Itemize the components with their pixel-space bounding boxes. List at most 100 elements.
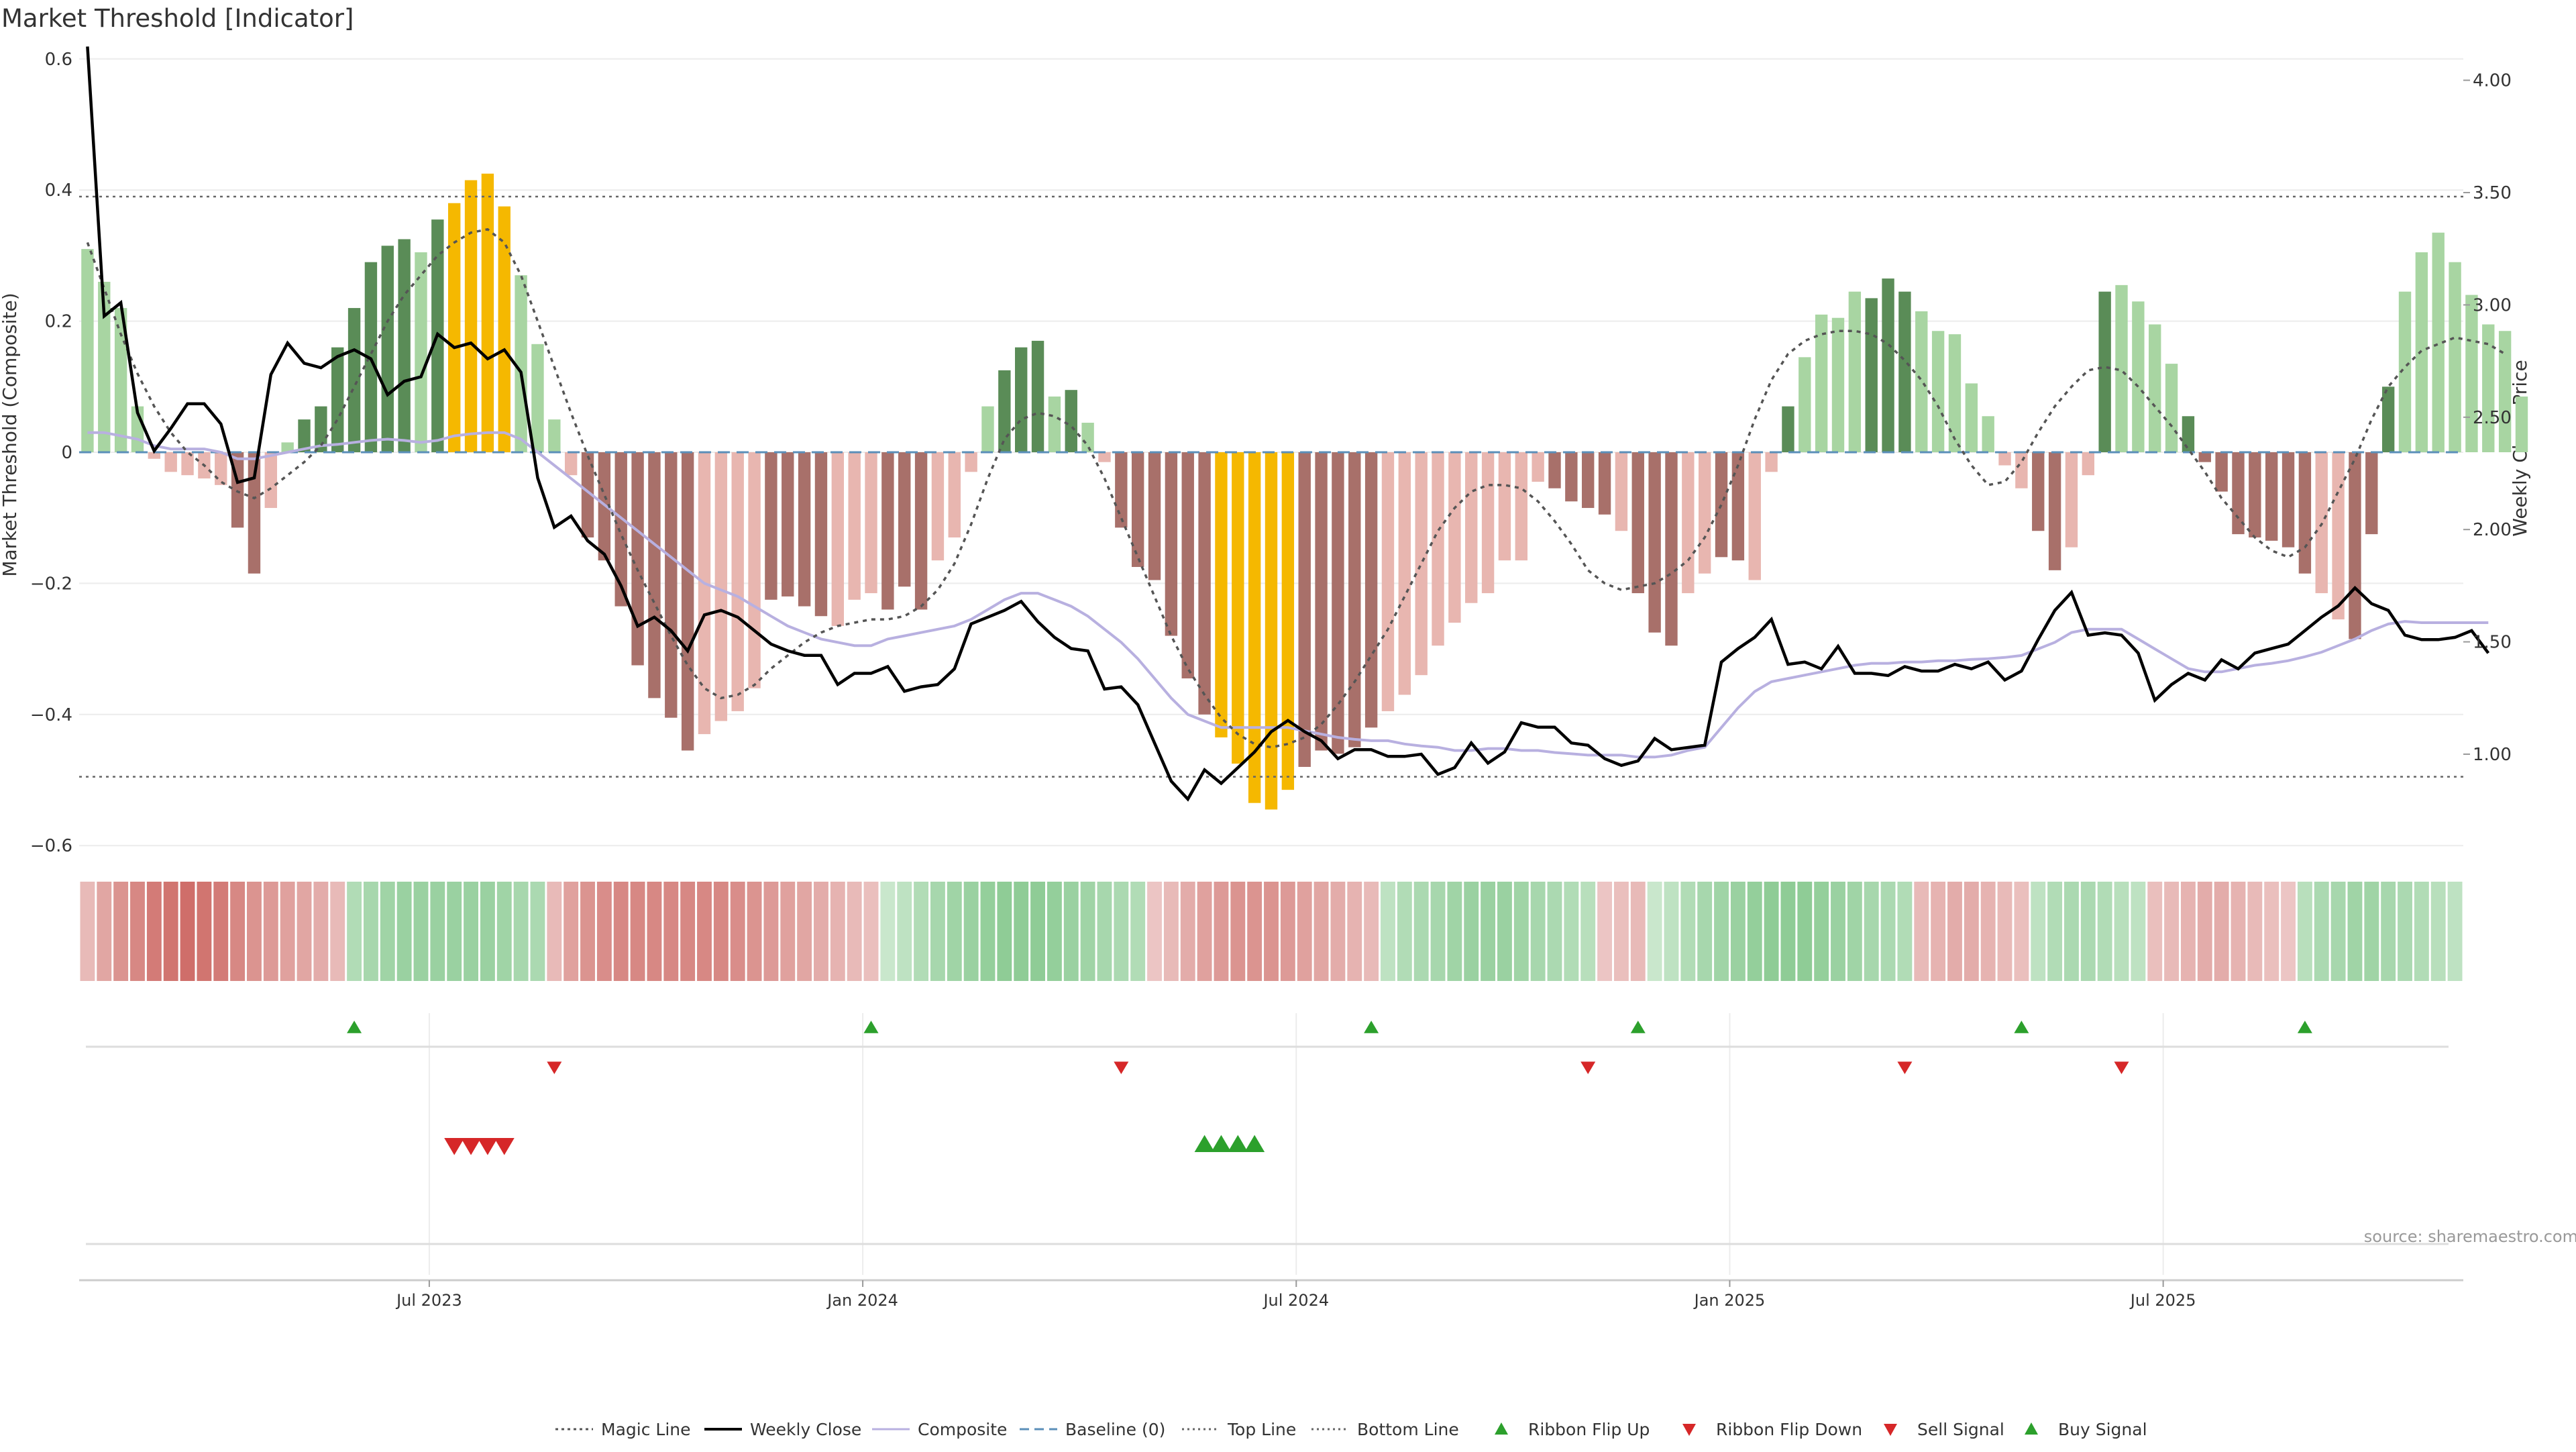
histogram-bar (2165, 364, 2178, 452)
histogram-bar (347, 308, 361, 452)
weekly-close-line (86, 46, 2490, 802)
histogram-bar (1415, 452, 1428, 676)
histogram-bar (2349, 452, 2361, 639)
ribbon-cell (713, 882, 729, 981)
right-tick-label: 4.00 (2473, 71, 2512, 91)
ribbon-cell (2097, 882, 2112, 981)
histogram-bar (2482, 324, 2495, 452)
ribbon-cell (1464, 882, 1479, 981)
histogram-bar (398, 239, 411, 452)
histogram-bar (848, 452, 861, 600)
ribbon-flip-up-marker (863, 1021, 879, 1033)
ribbon-cell (1880, 882, 1896, 981)
ribbon-cell (1847, 882, 1862, 981)
ribbon-cell (297, 882, 312, 981)
ribbon-cell (513, 882, 529, 981)
histogram-bar (1081, 423, 1094, 452)
ribbon-cell (1097, 882, 1112, 981)
ribbon-cell (1647, 882, 1662, 981)
ribbon-cell (930, 882, 945, 981)
histogram-bar (782, 452, 794, 597)
ribbon-cell (396, 882, 412, 981)
sell-signal-marker (444, 1138, 465, 1155)
histogram-bar (1131, 452, 1144, 567)
right-tick-label: 3.50 (2473, 183, 2512, 203)
ribbon-cell (980, 882, 996, 981)
histogram-bar (2432, 232, 2445, 452)
ribbon-cell (1481, 882, 1496, 981)
ribbon-cell (1381, 882, 1395, 981)
histogram-bar (1948, 334, 1962, 452)
ribbon-cell (830, 882, 845, 981)
histogram-bar (2465, 295, 2478, 452)
histogram-bar (1098, 452, 1111, 462)
histogram-bar (965, 452, 977, 472)
ribbon-cell (1547, 882, 1562, 981)
legend-swatch-marker (2025, 1422, 2038, 1435)
histogram-bar (531, 344, 544, 452)
legend-label: Sell Signal (1917, 1420, 2004, 1439)
histogram-bar (1298, 452, 1311, 767)
ribbon-cell (1664, 882, 1679, 981)
ribbon-cell (1114, 882, 1129, 981)
histogram-bar (998, 370, 1011, 452)
histogram-bar (1615, 452, 1628, 531)
histogram-bar (2365, 452, 2378, 535)
histogram-bar (215, 452, 227, 485)
legend-swatch-marker (1682, 1424, 1696, 1436)
ribbon-cell (130, 882, 145, 981)
histogram-bar (2182, 416, 2195, 452)
ribbon-cell (747, 882, 762, 981)
ribbon-cell (1447, 882, 1462, 981)
ribbon-cell (146, 882, 162, 981)
ribbon-cell (2047, 882, 2063, 981)
histogram-bar (2315, 452, 2328, 594)
histogram-bar (914, 452, 928, 610)
ribbon-cell (180, 882, 195, 981)
histogram-bar (1532, 452, 1544, 482)
histogram-bar (1332, 452, 1344, 754)
histogram-bar (931, 452, 945, 561)
ribbon-cell (247, 882, 262, 981)
histogram-bar (1648, 452, 1661, 633)
left-tick-label: −0.6 (30, 836, 72, 856)
legend-label: Top Line (1227, 1420, 1296, 1439)
series-lines (79, 46, 2506, 802)
histogram-bar (2449, 262, 2461, 452)
histogram-bar (1215, 452, 1228, 737)
ribbon-cell (947, 882, 962, 981)
histogram-bar (164, 452, 177, 472)
ribbon-cell (163, 882, 178, 981)
histogram-bar (765, 452, 777, 600)
ribbon-cell (580, 882, 595, 981)
ribbon-cell (1313, 882, 1329, 981)
ribbon-cell (313, 882, 329, 981)
ribbon-cell (2330, 882, 2346, 981)
histogram-bar (1898, 291, 1911, 452)
ribbon-cell (347, 882, 362, 981)
histogram-bar (2032, 452, 2045, 531)
ribbon-cell (1714, 882, 1729, 981)
histogram-bar (2115, 284, 2128, 452)
ribbon-cell (1997, 882, 2012, 981)
x-tick-label: Jul 2023 (395, 1291, 462, 1310)
x-tick-label: Jan 2025 (1693, 1291, 1766, 1310)
sell-signal-marker (477, 1138, 498, 1155)
histogram-bar (1181, 452, 1194, 679)
right-tick-label: 2.50 (2473, 408, 2512, 428)
ribbon-cell (1814, 882, 1829, 981)
ribbon-cell (2164, 882, 2180, 981)
ribbon-cell (847, 882, 862, 981)
ribbon-cell (496, 882, 512, 981)
legend-label: Magic Line (601, 1420, 691, 1439)
chart-title: Market Threshold [Indicator] (1, 4, 354, 33)
legend-label: Baseline (0) (1065, 1420, 1165, 1439)
histogram-bar (2265, 452, 2278, 541)
left-tick-label: 0.4 (45, 180, 72, 201)
histogram-bar (948, 452, 961, 538)
histogram-bar (1031, 340, 1044, 452)
ribbon-cell (2430, 882, 2446, 981)
histogram-bar (1848, 291, 1862, 452)
histogram-bar (1715, 452, 1728, 558)
